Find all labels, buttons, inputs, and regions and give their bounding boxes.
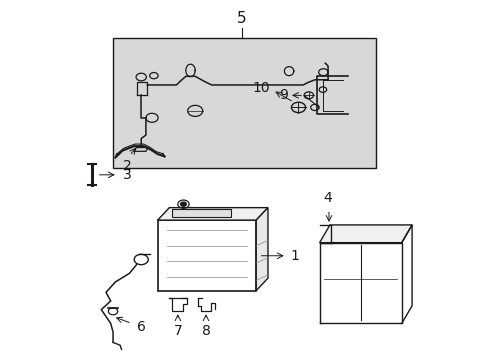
Bar bbox=[171, 209, 230, 217]
Bar bbox=[113, 38, 375, 168]
Polygon shape bbox=[319, 225, 411, 243]
Text: 10: 10 bbox=[252, 81, 270, 95]
Text: 8: 8 bbox=[201, 324, 210, 338]
Text: 5: 5 bbox=[237, 11, 246, 26]
Text: 6: 6 bbox=[136, 320, 145, 334]
Polygon shape bbox=[256, 208, 267, 291]
Text: 2: 2 bbox=[122, 159, 131, 173]
Text: 4: 4 bbox=[323, 191, 331, 205]
Text: 9: 9 bbox=[279, 88, 287, 102]
Text: 7: 7 bbox=[173, 324, 182, 338]
Bar bbox=[157, 220, 256, 291]
Circle shape bbox=[180, 202, 186, 206]
Text: 1: 1 bbox=[289, 249, 298, 263]
Text: 3: 3 bbox=[122, 168, 131, 182]
Polygon shape bbox=[157, 208, 267, 220]
